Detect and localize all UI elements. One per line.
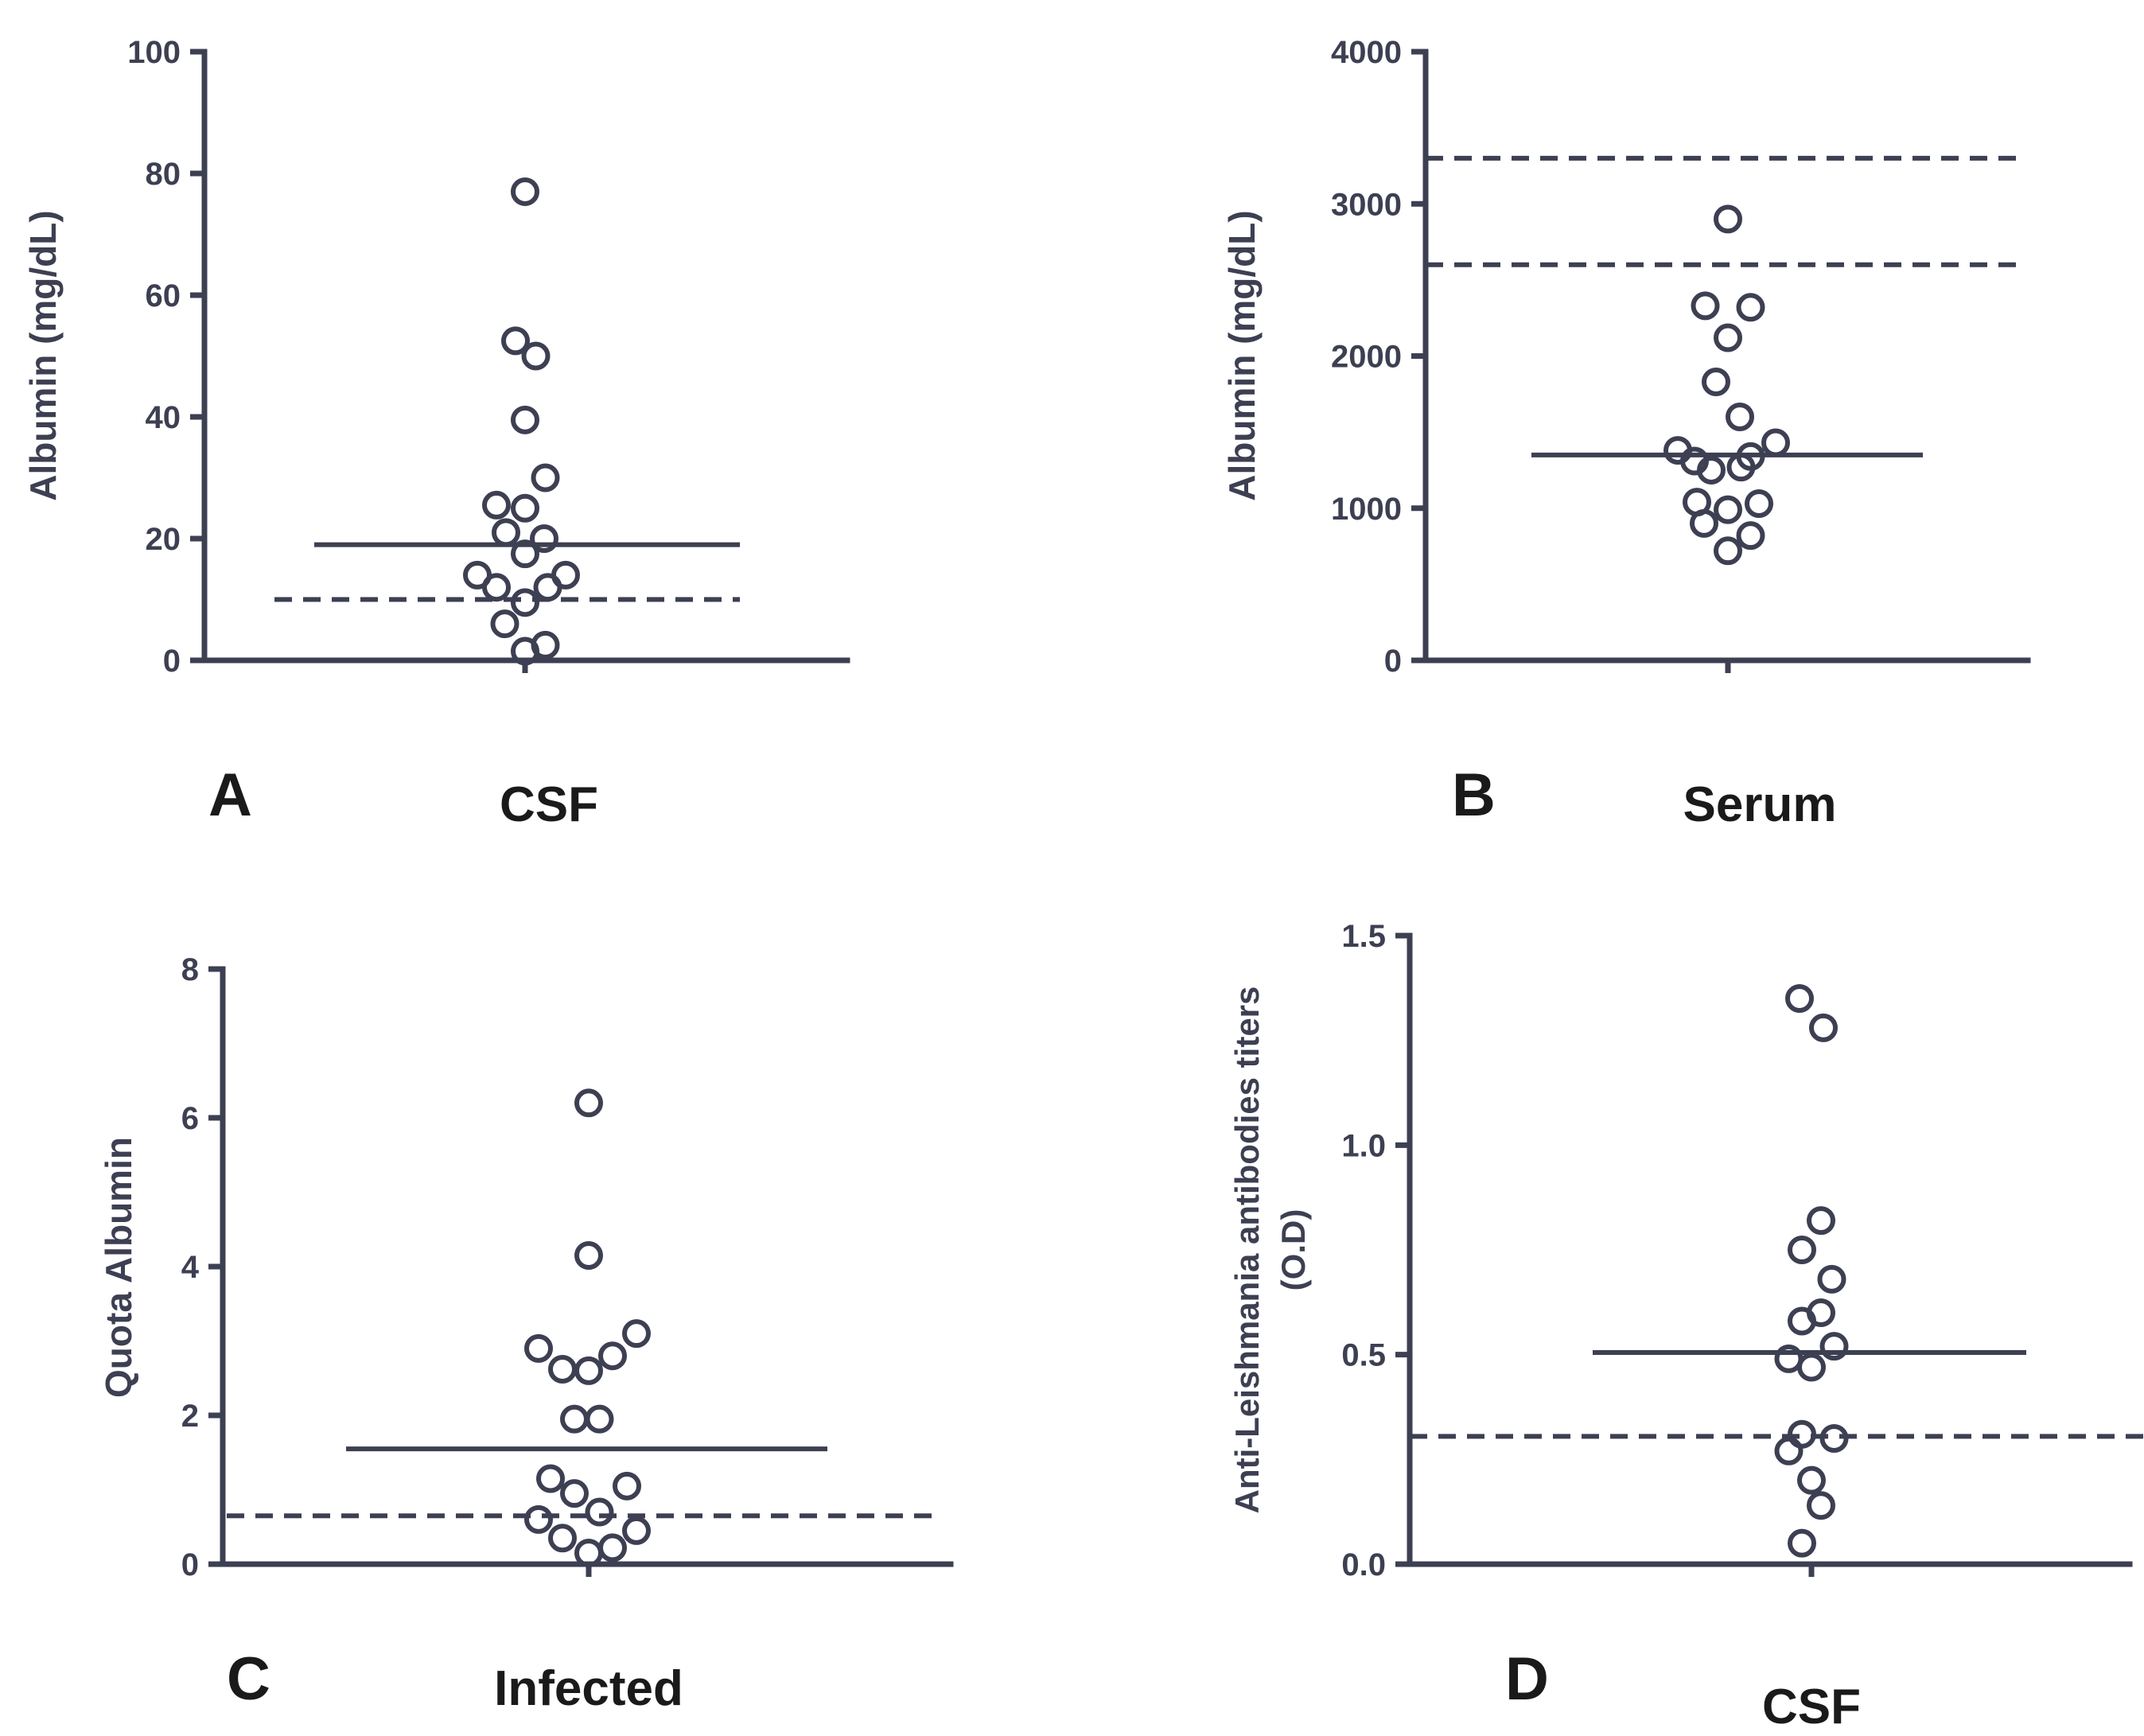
panel-c-y-axis-label: Quota Albumin	[98, 1137, 139, 1398]
panel-a-group-label: CSF	[500, 777, 598, 832]
panel-d-y-tick-label: 1.0	[1341, 1128, 1386, 1163]
panel-c-data-point	[598, 1533, 627, 1563]
panel-c-data-point	[622, 1516, 651, 1545]
panel-a-data-point	[482, 573, 511, 602]
panel-d-data-point	[1774, 1436, 1804, 1465]
panel-c-data-point	[548, 1355, 577, 1384]
panel-c-y-tick-label: 0	[181, 1547, 199, 1582]
panel-a-y-tick-label: 40	[146, 400, 181, 435]
panel-b-y-tick-label: 0	[1384, 644, 1402, 679]
panel-d-data-point	[1819, 1332, 1849, 1361]
panel-a-data-point	[511, 588, 539, 617]
panel-c-data-point	[613, 1471, 641, 1501]
panel-d-data-point	[1809, 1013, 1838, 1042]
panel-b-group-label: Serum	[1683, 777, 1837, 832]
panel-c-y-tick-label: 2	[181, 1399, 199, 1434]
panel-a-y-tick-label: 0	[163, 644, 181, 679]
panel-b-data-point	[1745, 489, 1773, 519]
panel-d-data-point	[1797, 1353, 1826, 1382]
panel-b-y-tick-label: 1000	[1331, 492, 1402, 527]
panel-c-group-label: Infected	[494, 1661, 683, 1716]
panel-d-data-point	[1788, 1236, 1816, 1264]
panel-a-data-point	[533, 573, 562, 602]
panel-d-letter: D	[1505, 1645, 1549, 1713]
panel-d-data-point	[1785, 984, 1814, 1013]
panel-a-data-point	[492, 518, 520, 547]
panel-b-data-point	[1714, 536, 1742, 566]
panel-a-data-point	[482, 490, 511, 520]
panel-b-data-point	[1714, 323, 1742, 352]
panel-b-letter: B	[1452, 761, 1496, 829]
panel-b-y-tick-label: 2000	[1331, 340, 1402, 375]
panel-c-data-point	[536, 1464, 565, 1493]
panel-b-data-point	[1726, 453, 1756, 482]
panel-a-y-axis-label: Albumin (mg/dL)	[22, 210, 64, 500]
panel-c-data-point	[574, 1356, 603, 1385]
panel-a-y-tick-label: 80	[146, 157, 181, 192]
panel-b-data-point	[1697, 455, 1726, 485]
panel-d-data-point	[1817, 1264, 1846, 1294]
panel-a-data-point	[511, 539, 539, 569]
panel-a-data-point	[511, 177, 539, 206]
panel-a-data-point	[511, 405, 539, 434]
panel-d-data-point	[1788, 1306, 1816, 1336]
panel-c-y-tick-label: 8	[181, 952, 199, 987]
panel-c-data-point	[574, 1088, 603, 1118]
panel-b-data-point	[1761, 428, 1790, 457]
panel-b-y-tick-label: 4000	[1331, 35, 1402, 70]
panel-d-y-axis-label-line2: (O.D)	[1274, 1209, 1312, 1291]
panel-b-data-point	[1690, 508, 1718, 538]
panel-c-data-point	[548, 1524, 577, 1553]
panel-c-y-tick-label: 4	[181, 1250, 200, 1285]
panel-a-data-point	[531, 463, 560, 492]
panel-d-data-point	[1807, 1206, 1835, 1236]
panel-d-data-point	[1807, 1491, 1835, 1520]
panel-d-y-axis-label-line1: Anti-Leishmania antibodies titers	[1228, 987, 1266, 1514]
panel-a-letter: A	[208, 761, 252, 829]
panel-a-y-tick-label: 20	[146, 522, 181, 557]
panel-b-y-axis-label: Albumin (mg/dL)	[1221, 210, 1263, 500]
panel-c-data-point	[524, 1333, 553, 1363]
panel-d-data-point	[1819, 1424, 1849, 1453]
panel-a-data-point	[511, 636, 539, 666]
panel-b-data-point	[1736, 521, 1765, 551]
panel-b-data-point	[1691, 291, 1720, 321]
panel-c-data-point	[560, 1404, 589, 1434]
panel-a-y-tick-label: 60	[146, 278, 181, 313]
panel-b-y-tick-label: 3000	[1331, 187, 1402, 222]
panel-c-data-point	[585, 1404, 614, 1434]
panel-b-chart: 0 1000 2000 3000 4000 Albumin (mg/dL) B Serum	[1221, 35, 2031, 832]
panel-d-data-point	[1797, 1465, 1826, 1495]
panel-c-chart: 0 2 4 6 8 Quota Albumin C Infected	[98, 952, 954, 1716]
panel-c-data-point	[560, 1479, 589, 1508]
panel-a-data-point	[511, 493, 539, 523]
panel-d-group-label: CSF	[1762, 1680, 1861, 1734]
panel-c-data-point	[598, 1341, 627, 1371]
panel-a-chart: 0 20 40 60 80 100 Albumin (mg/dL) A CSF	[22, 35, 850, 832]
panel-a-y-tick-label: 100	[127, 35, 181, 70]
panel-c-letter: C	[227, 1645, 270, 1713]
panel-d-y-tick-label: 0.0	[1341, 1547, 1386, 1582]
panel-b-data-point	[1736, 293, 1765, 322]
panel-d-y-tick-label: 0.5	[1341, 1338, 1386, 1373]
panel-d-chart: 0.0 0.5 1.0 1.5 Anti-Leishmania antibodies t…	[1228, 919, 2144, 1734]
panel-c-data-point	[622, 1319, 651, 1349]
panel-b-data-point	[1714, 495, 1742, 524]
panel-b-data-point	[1726, 403, 1754, 431]
panel-a-data-point	[521, 341, 551, 371]
panel-d-data-point	[1788, 1528, 1816, 1558]
panel-b-data-point	[1714, 204, 1742, 234]
panel-d-y-tick-label: 1.5	[1341, 919, 1386, 954]
panel-c-data-point	[524, 1504, 553, 1534]
panel-a-data-point	[490, 609, 519, 639]
panel-b-data-point	[1702, 368, 1730, 397]
panel-c-data-point	[574, 1240, 603, 1270]
panel-c-y-tick-label: 6	[181, 1101, 199, 1136]
panel-c-data-point	[574, 1538, 603, 1567]
panel-a-data-point	[501, 326, 530, 356]
panel-a-data-point	[530, 524, 558, 553]
panel-c-data-point	[585, 1497, 614, 1527]
